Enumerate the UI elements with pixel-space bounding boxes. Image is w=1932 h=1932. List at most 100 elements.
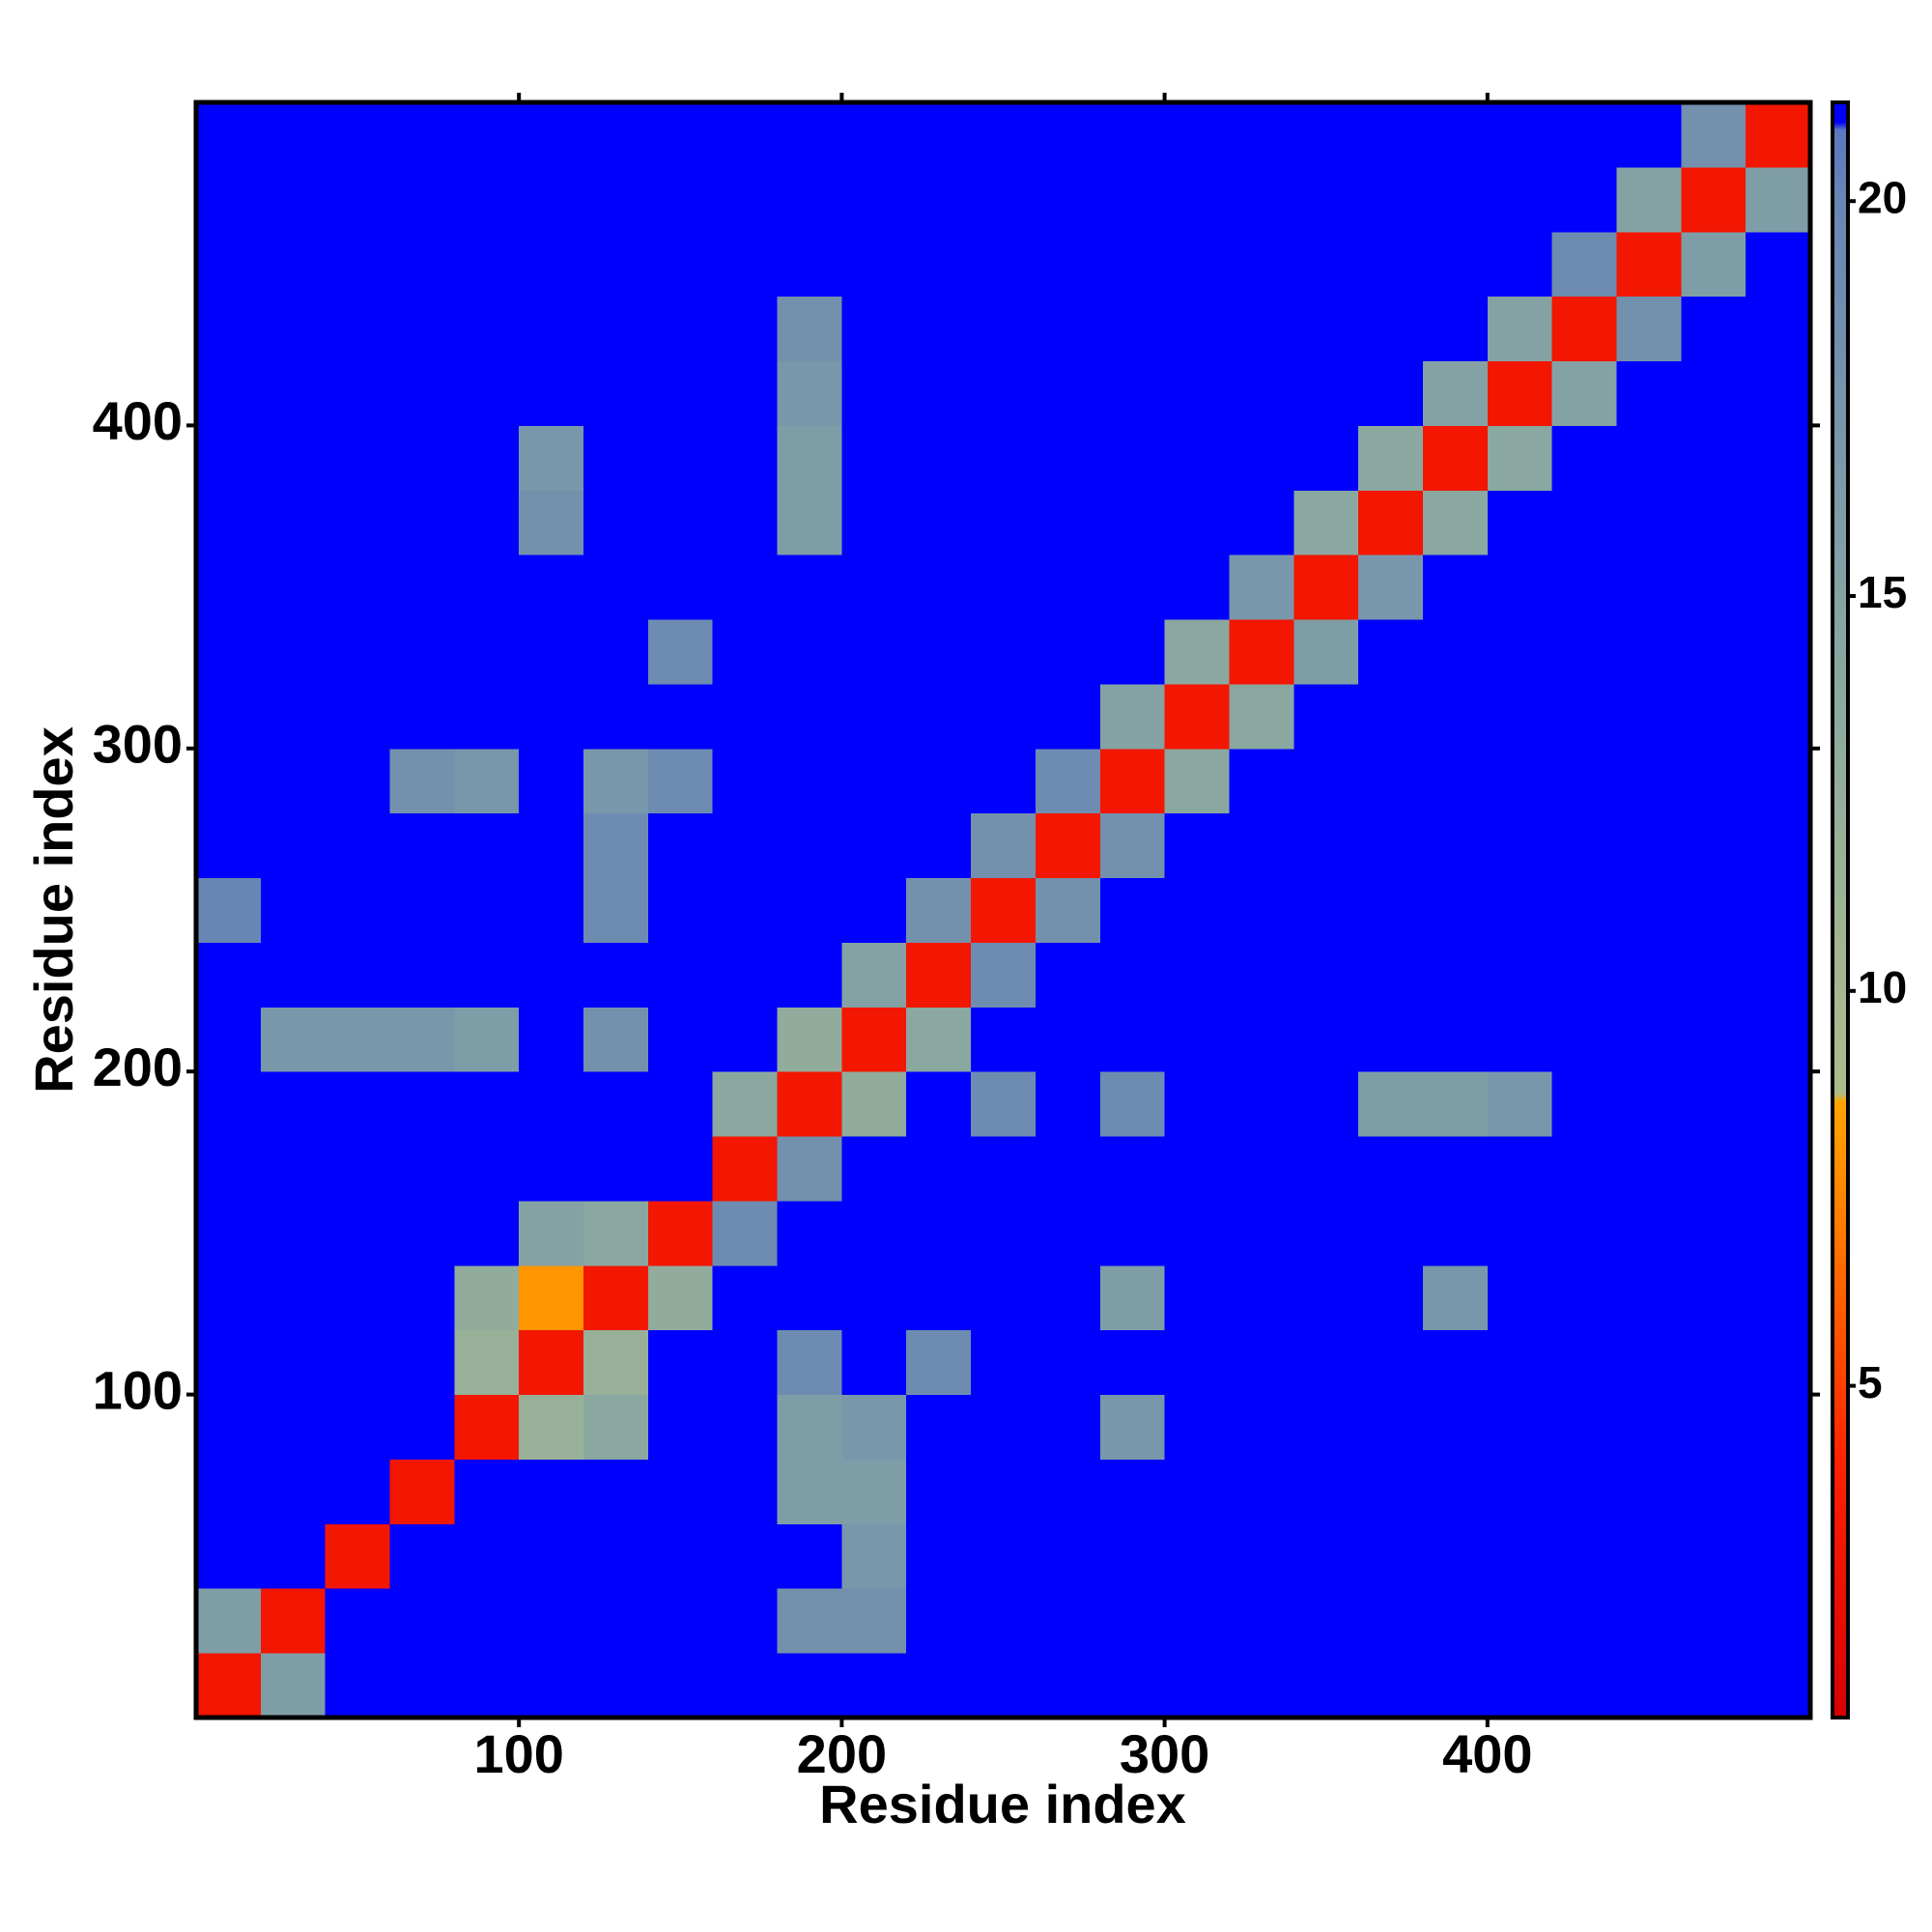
heatmap-cell [1164,877,1230,943]
heatmap-cell [1681,1071,1747,1137]
heatmap-cell [1746,231,1811,298]
heatmap-cell [260,1007,327,1072]
heatmap-cell [583,942,649,1008]
heatmap-cell [841,166,907,233]
heatmap-cell [1229,1523,1294,1589]
heatmap-cell [777,166,842,233]
heatmap-cell [1746,619,1811,685]
heatmap-cell [1746,296,1811,362]
colorbar [1831,100,1850,1719]
heatmap-cell [454,812,520,879]
heatmap-cell [906,1459,972,1524]
heatmap-cell [260,1653,327,1719]
heatmap-cell [1358,683,1424,750]
heatmap-cell [1293,1200,1359,1266]
heatmap-cell [196,1200,262,1266]
heatmap-cell [1358,877,1424,943]
heatmap-cell [1164,1588,1230,1654]
heatmap-cell [1551,231,1617,298]
heatmap-cell [971,748,1037,814]
heatmap-cell [1293,812,1359,879]
heatmap-cell [971,425,1037,491]
heatmap-cell [1487,1394,1553,1460]
heatmap-cell [1422,166,1489,233]
heatmap-cell [1358,102,1424,168]
heatmap-cell [454,554,520,620]
heatmap-cell [1681,942,1747,1008]
heatmap-cell [1487,1653,1553,1719]
heatmap-cell [1616,554,1682,620]
heatmap-cell [1616,360,1682,426]
heatmap-cell [841,296,907,362]
heatmap-cell [389,1394,455,1460]
heatmap-cell [1422,877,1489,943]
x-axis-label: Residue index [819,1774,1186,1834]
heatmap-cell [196,1523,262,1589]
heatmap-cell [1746,1264,1811,1331]
heatmap-cell [1164,1653,1230,1719]
heatmap-cell [841,1071,907,1137]
heatmap-cell [519,619,584,685]
heatmap-cell [906,360,972,426]
heatmap-cell [1681,877,1747,943]
heatmap-cell [841,554,907,620]
heatmap-cell [906,1200,972,1266]
heatmap-cell [906,1523,972,1589]
heatmap-cell [1681,1264,1747,1331]
heatmap-cell [1616,748,1682,814]
heatmap-cell [777,296,842,362]
heatmap-cell [1551,1007,1617,1072]
heatmap-cell [196,683,262,750]
heatmap-cell [841,360,907,426]
heatmap-cell [1487,554,1553,620]
heatmap-cell [454,942,520,1008]
heatmap-cell [1099,1007,1166,1072]
heatmap-cell [1616,102,1682,168]
heatmap-cell [1746,1459,1811,1524]
heatmap-cell [647,1459,714,1524]
heatmap-cell [712,877,779,943]
heatmap-cell [1746,554,1811,620]
heatmap-cell [196,1394,262,1460]
heatmap-cell [583,1394,649,1460]
heatmap-cell [325,1200,391,1266]
heatmap-cell [325,425,391,491]
heatmap-cell [1099,360,1166,426]
heatmap-cell [712,166,779,233]
heatmap-cell [1293,1264,1359,1331]
heatmap-cell [1746,1653,1811,1719]
heatmap-cell [519,490,584,555]
heatmap-cell [1229,1329,1294,1396]
heatmap-cell [1164,1136,1230,1202]
heatmap-cell [519,231,584,298]
heatmap-cell [1551,812,1617,879]
heatmap-cell [777,1523,842,1589]
heatmap-cell [906,942,972,1008]
heatmap-cell [1358,1071,1424,1137]
heatmap-cell [906,490,972,555]
heatmap-cell [389,296,455,362]
heatmap-cell [1616,1329,1682,1396]
heatmap-cell [1422,1653,1489,1719]
heatmap-cell [1422,1523,1489,1589]
heatmap-cell [1551,296,1617,362]
heatmap-cell [583,683,649,750]
heatmap-cell [583,1459,649,1524]
heatmap-cell [1616,231,1682,298]
heatmap-cell [971,360,1037,426]
heatmap-cell [841,1136,907,1202]
heatmap-cell [260,1071,327,1137]
heatmap-cell [583,1200,649,1266]
heatmap-cell [389,425,455,491]
heatmap-cell [906,1007,972,1072]
heatmap-cell [1422,360,1489,426]
heatmap-cell [1293,1653,1359,1719]
heatmap-cell [325,748,391,814]
heatmap-cell [1422,425,1489,491]
heatmap-cell [1035,1523,1101,1589]
heatmap-cell [1746,1136,1811,1202]
heatmap-cell [1229,296,1294,362]
heatmap-cell [454,619,520,685]
y-tick-label: 200 [93,1037,183,1097]
heatmap-cell [1099,1588,1166,1654]
